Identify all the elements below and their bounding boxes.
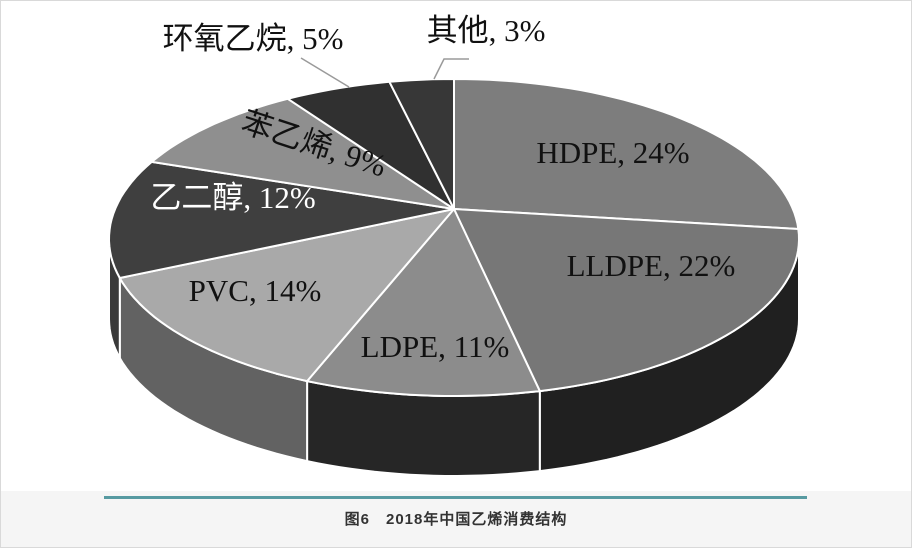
pie-label-HDPE: HDPE, 24% (536, 135, 689, 170)
pie-chart: HDPE, 24% LLDPE, 22% LDPE, 11% PVC, 14% 乙二醇,… (108, 13, 800, 477)
pie-slice-其他 (388, 78, 455, 210)
leader-line-其他 (433, 58, 469, 80)
pie-slice-PVC (118, 208, 455, 383)
caption-strip: 图6 2018年中国乙烯消费结构 (1, 491, 911, 547)
pie-slice-苯乙烯 (150, 97, 455, 210)
pie-label-LDPE: LDPE, 11% (361, 329, 510, 364)
pie-slice-HDPE (453, 78, 800, 230)
pie-slice-乙二醇 (108, 160, 455, 279)
pie-label-其他: 其他, 3% (427, 13, 546, 48)
pie-label-LLDPE: LLDPE, 22% (567, 248, 736, 283)
figure-caption: 图6 2018年中国乙烯消费结构 (344, 511, 568, 528)
pie-label-PVC: PVC, 14% (189, 273, 322, 308)
leader-line-环氧乙烷 (300, 57, 350, 88)
pie-label-乙二醇: 乙二醇, 12% (150, 180, 315, 215)
caption-rule (104, 496, 807, 499)
pie-slice-LDPE (306, 208, 541, 397)
pie-slice-LLDPE (453, 208, 800, 393)
pie-slice-环氧乙烷 (286, 80, 455, 210)
pie-label-环氧乙烷: 环氧乙烷, 5% (163, 21, 344, 56)
